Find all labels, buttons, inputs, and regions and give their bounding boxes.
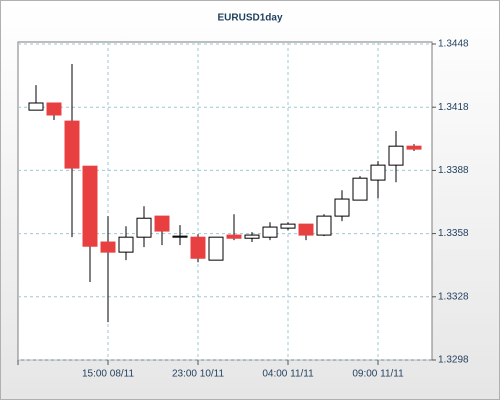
chart-title: EURUSD1day: [217, 13, 282, 24]
candle-body: [352, 177, 368, 201]
candle-body: [46, 102, 62, 116]
plot-area: [17, 41, 433, 361]
candle-body: [118, 236, 134, 253]
x-tick-label: 23:00 10/11: [172, 369, 225, 380]
y-tick-label: 1.3328: [438, 291, 469, 302]
candle-body: [64, 120, 80, 169]
candle-body: [172, 235, 188, 238]
y-tick-label: 1.3448: [438, 39, 469, 50]
candle-body: [388, 145, 404, 166]
candle-body: [316, 215, 332, 236]
candle-body: [280, 223, 296, 229]
y-tick-label: 1.3358: [438, 228, 469, 239]
candle-body: [244, 234, 260, 239]
candle-body: [370, 164, 386, 181]
candle-body: [136, 217, 152, 238]
x-tick-label: 09:00 11/11: [352, 369, 404, 380]
y-tick-label: 1.3298: [438, 355, 469, 366]
x-tick-label: 04:00 11/11: [262, 369, 314, 380]
candle-body: [100, 241, 116, 253]
y-tick-label: 1.3418: [438, 102, 469, 113]
candle-body: [262, 226, 278, 238]
candle-body: [298, 223, 314, 236]
candle-body: [208, 236, 224, 261]
candle-body: [334, 198, 350, 217]
candle-body: [190, 236, 206, 259]
x-tick-label: 15:00 08/11: [82, 369, 135, 380]
y-tick-label: 1.3388: [438, 165, 469, 176]
candle-body: [154, 215, 170, 232]
candle-body: [28, 102, 44, 111]
candle-body: [406, 145, 422, 150]
candle-body: [82, 165, 98, 247]
candle-body: [226, 234, 242, 239]
